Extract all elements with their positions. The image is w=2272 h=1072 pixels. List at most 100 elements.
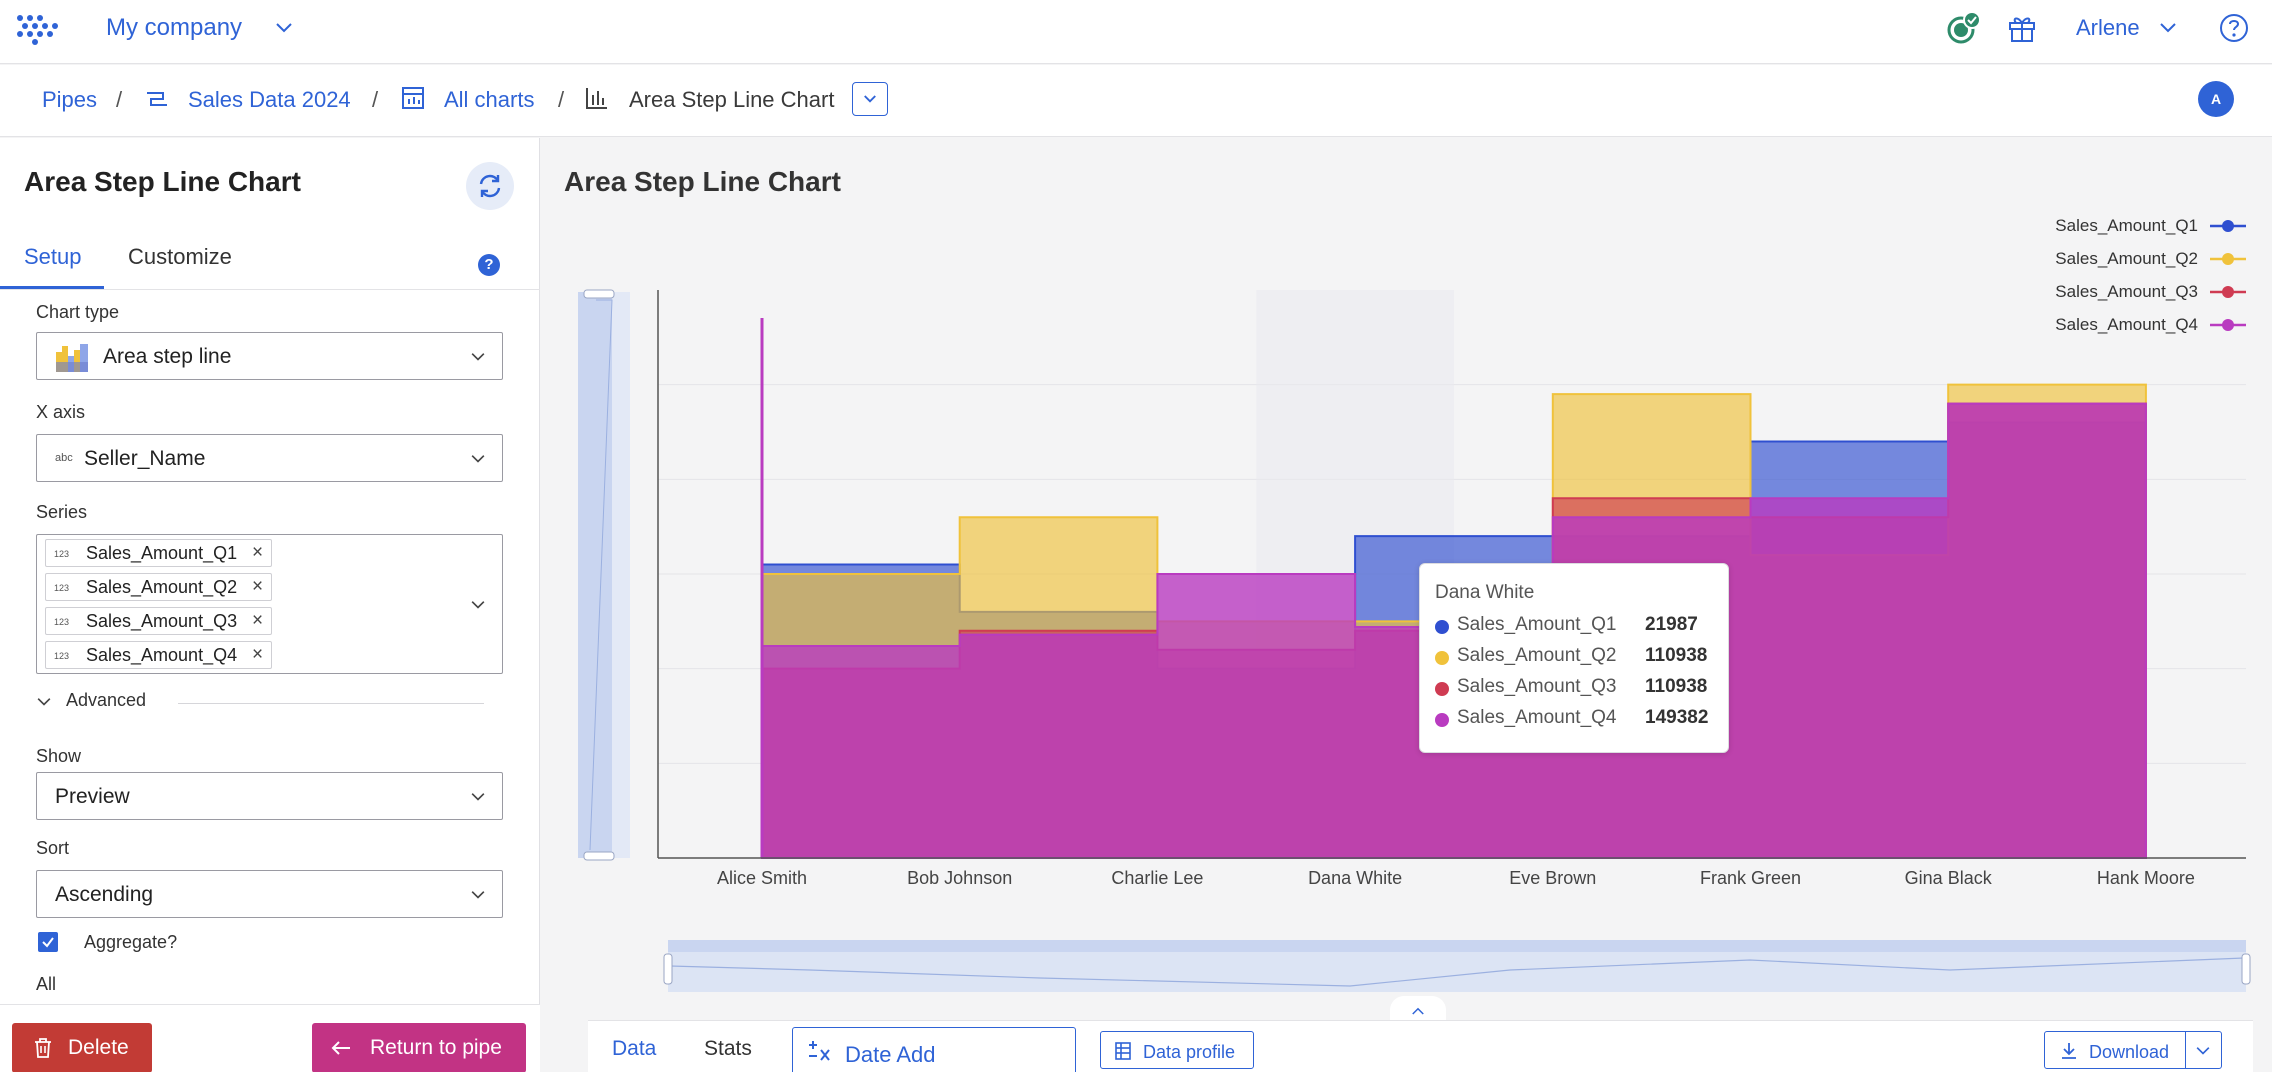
collapse-data-panel-button[interactable] (1390, 996, 1446, 1024)
x-zoom-handle-right[interactable] (2241, 953, 2251, 985)
refresh-icon (479, 174, 501, 198)
all-label: All (36, 974, 57, 994)
number-type-icon: 123 (54, 651, 70, 661)
active-tab-indicator (0, 286, 104, 289)
sort-label: Sort (36, 838, 70, 858)
area-step-chart: Alice Smith Bob Johnson Charlie Lee Dana Wh… (578, 289, 2251, 992)
tab-data[interactable]: Data (612, 1037, 657, 1060)
avatar[interactable]: A (2198, 81, 2234, 117)
legend-item[interactable]: Sales_Amount_Q3 (2055, 282, 2246, 306)
chart-type-select[interactable]: Area step line (36, 332, 503, 380)
chevron-down-icon[interactable] (272, 16, 296, 40)
tab-setup[interactable]: Setup (24, 244, 82, 269)
aggregate-label: Aggregate? (84, 932, 178, 952)
chart-type-label: Chart type (36, 302, 120, 322)
x-tick-label: Dana White (1308, 868, 1402, 888)
return-to-pipe-button[interactable]: Return to pipe (312, 1023, 526, 1072)
help-icon[interactable]: ? (478, 254, 500, 276)
y-zoom-handle-bottom[interactable] (583, 851, 615, 861)
advanced-toggle[interactable]: Advanced (66, 690, 147, 710)
breadcrumb-pipes[interactable]: Pipes (42, 87, 98, 112)
chevron-down-icon[interactable] (34, 692, 54, 712)
bar-chart-icon (586, 88, 607, 109)
divider (2185, 1032, 2186, 1068)
app-logo-icon[interactable] (14, 12, 60, 46)
x-axis-label: X axis (36, 402, 86, 422)
date-add-button[interactable]: Date Add (792, 1027, 1076, 1072)
tooltip-series-value: 110938 (1645, 676, 1708, 697)
status-check-icon[interactable] (1946, 10, 1982, 46)
tooltip-series-value: 110938 (1645, 645, 1708, 666)
tooltip-series-name: Sales_Amount_Q2 (1457, 645, 1617, 666)
legend-label: Sales_Amount_Q2 (2055, 249, 2198, 268)
top-bar: My company Arlene (0, 0, 2272, 64)
chevron-down-icon (471, 353, 485, 361)
company-selector[interactable]: My company (106, 14, 243, 41)
chevron-up-icon (1412, 1007, 1424, 1015)
show-label: Show (36, 746, 82, 766)
data-profile-button[interactable]: Data profile (1100, 1031, 1254, 1069)
breadcrumb-all-charts[interactable]: All charts (444, 87, 535, 112)
user-menu[interactable]: Arlene (2076, 15, 2140, 40)
legend-item[interactable]: Sales_Amount_Q4 (2055, 315, 2246, 339)
refresh-button[interactable] (466, 162, 514, 210)
x-tick-label: Gina Black (1905, 868, 1993, 888)
tooltip-title: Dana White (1435, 582, 1535, 603)
remove-chip-icon[interactable]: × (251, 542, 264, 563)
x-tick-label: Charlie Lee (1111, 868, 1203, 888)
legend-item[interactable]: Sales_Amount_Q2 (2055, 249, 2246, 273)
show-value: Preview (55, 785, 130, 808)
help-icon[interactable] (2218, 12, 2250, 44)
date-add-label: Date Add (845, 1042, 936, 1067)
remove-chip-icon[interactable]: × (251, 644, 264, 665)
number-type-icon: 123 (54, 617, 70, 627)
series-chip-label: Sales_Amount_Q4 (86, 645, 238, 665)
series-chip: 123 Sales_Amount_Q2 × (45, 573, 273, 601)
tab-customize[interactable]: Customize (128, 244, 232, 269)
x-zoom-handle-left[interactable] (663, 953, 673, 985)
tooltip-series-name: Sales_Amount_Q4 (1457, 707, 1617, 728)
y-zoom-slider-range[interactable] (578, 292, 612, 858)
x-axis-value: Seller_Name (84, 447, 206, 470)
series-chip-label: Sales_Amount_Q2 (86, 577, 238, 597)
download-label: Download (2089, 1042, 2170, 1062)
gift-icon[interactable] (2006, 12, 2038, 44)
tab-stats[interactable]: Stats (704, 1037, 752, 1060)
x-tick-label: Eve Brown (1509, 868, 1596, 888)
download-button[interactable]: Download (2044, 1031, 2222, 1069)
checkmark-icon (42, 937, 54, 948)
series-multiselect[interactable]: 123 Sales_Amount_Q1 × 123 Sales_Amount_Q… (36, 534, 503, 674)
series-chip: 123 Sales_Amount_Q1 × (45, 539, 273, 567)
chevron-down-icon (471, 455, 485, 463)
tooltip-series-name: Sales_Amount_Q3 (1457, 676, 1617, 697)
y-zoom-handle-top[interactable] (583, 289, 615, 299)
delete-button[interactable]: Delete (12, 1023, 152, 1072)
chart-switcher-dropdown[interactable] (852, 82, 888, 116)
pipe-icon (147, 92, 167, 106)
breadcrumb: Pipes / Sales Data 2024 / All charts / A… (0, 65, 2272, 137)
series-chip-label: Sales_Amount_Q1 (86, 543, 238, 563)
aggregate-checkbox[interactable] (38, 932, 58, 952)
series-chip: 123 Sales_Amount_Q4 × (45, 641, 273, 669)
remove-chip-icon[interactable]: × (251, 576, 264, 597)
x-tick-label: Alice Smith (717, 868, 807, 888)
return-label: Return to pipe (370, 1036, 502, 1059)
series-dot-icon (1435, 651, 1449, 665)
show-select[interactable]: Preview (36, 772, 503, 820)
x-tick-label: Frank Green (1700, 868, 1801, 888)
chevron-down-icon[interactable] (2156, 16, 2180, 40)
tooltip-series-name: Sales_Amount_Q1 (1457, 614, 1617, 635)
sort-select[interactable]: Ascending (36, 870, 503, 918)
x-tick-label: Bob Johnson (907, 868, 1012, 888)
legend-marker-icon (2210, 220, 2246, 232)
legend-item[interactable]: Sales_Amount_Q1 (2055, 216, 2246, 240)
breadcrumb-dataset[interactable]: Sales Data 2024 (188, 87, 351, 112)
area-step-chart-icon (56, 344, 88, 372)
table-icon (1115, 1042, 1131, 1060)
trash-icon (35, 1038, 51, 1058)
chevron-down-icon[interactable] (468, 595, 488, 615)
chevron-down-icon[interactable] (2193, 1041, 2213, 1061)
remove-chip-icon[interactable]: × (251, 610, 264, 631)
x-axis-select[interactable]: abc Seller_Name (36, 434, 503, 482)
series-chip-label: Sales_Amount_Q3 (86, 611, 238, 631)
